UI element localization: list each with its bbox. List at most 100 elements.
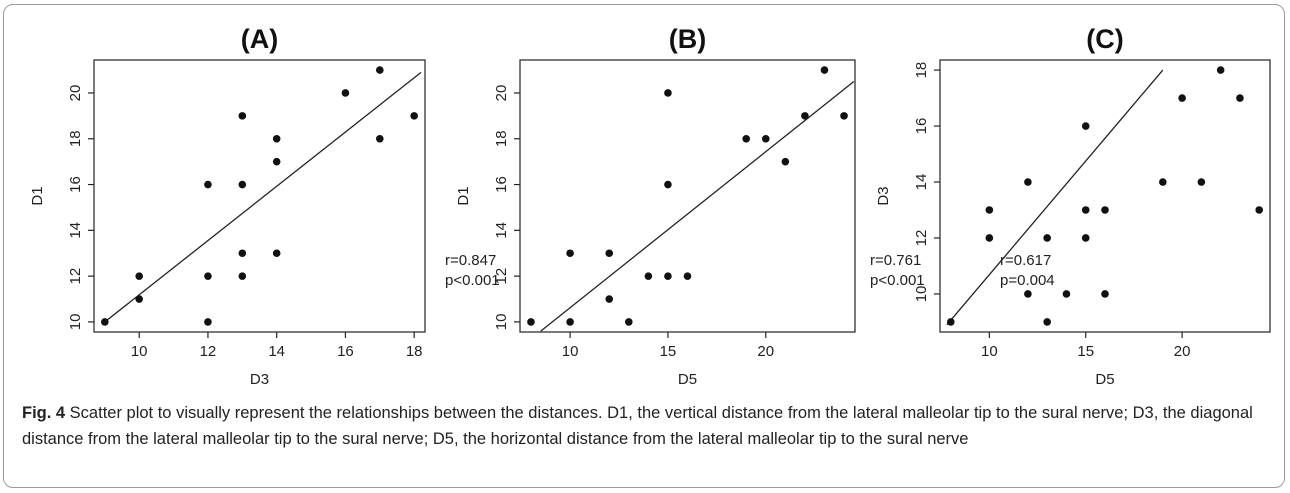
panel-0-x-tick-label: 16 — [337, 343, 354, 360]
panel-0-data-point — [238, 272, 247, 280]
panel-0-data-point — [238, 249, 247, 258]
panel-0-x-tick-label: 12 — [200, 343, 217, 360]
panel-1-stat-annotation: p<0.001 — [870, 272, 925, 289]
panel-2-x-tick-label: 20 — [1174, 343, 1191, 360]
figure-frame — [3, 4, 1285, 488]
panel-0-data-point — [204, 272, 212, 280]
panel-1-x-tick-label: 20 — [757, 343, 774, 360]
panel-2-data-point — [1101, 206, 1109, 214]
panel-0-data-point — [135, 272, 143, 280]
panel-1-y-tick-label: 16 — [493, 176, 510, 193]
panel-1-y-tick-label: 20 — [493, 85, 510, 102]
panel-2-data-point — [1101, 290, 1109, 298]
panel-2-y-tick-label: 10 — [913, 286, 930, 303]
panel-1-data-point — [683, 272, 692, 280]
panel-2-y-axis-label: D3 — [875, 186, 892, 205]
panel-1-data-point — [527, 318, 535, 326]
panel-2-data-point — [1043, 234, 1051, 242]
panel-1-y-tick-label: 10 — [493, 314, 510, 331]
panel-2-x-axis-label: D5 — [1095, 371, 1114, 388]
panel-2-title: (C) — [1086, 24, 1123, 54]
panel-1-data-point — [664, 272, 672, 280]
panel-0-y-tick-label: 14 — [67, 222, 84, 239]
panel-1-y-tick-label: 12 — [493, 268, 510, 285]
panel-1-data-point — [840, 112, 848, 120]
panel-0-data-point — [204, 180, 212, 189]
panel-2-plot-frame — [939, 59, 1271, 333]
panel-1-data-point — [742, 134, 751, 143]
panel-2-stat-annotation: p=0.004 — [1000, 272, 1055, 289]
panel-2-data-point — [1024, 178, 1032, 186]
panel-1-y-tick-label: 14 — [493, 222, 510, 239]
panel-2-x-tick-label: 15 — [1077, 343, 1094, 360]
panel-2-data-point — [985, 234, 994, 242]
panel-1-data-point — [761, 134, 770, 143]
panel-0-x-tick-label: 10 — [131, 343, 148, 360]
panel-0-data-point — [272, 157, 281, 166]
panel-2-data-point — [1216, 66, 1225, 74]
panel-0-data-point — [376, 134, 384, 143]
panel-0-y-tick-label: 12 — [67, 268, 84, 285]
panel-2-y-tick-label: 16 — [913, 118, 930, 135]
panel-2-data-point — [1159, 178, 1167, 186]
panel-2-data-point — [985, 206, 994, 214]
panel-2-y-tick-label: 12 — [913, 230, 930, 247]
panel-1-title: (B) — [669, 24, 706, 54]
panel-0-y-tick-label: 10 — [67, 314, 84, 331]
panel-0-regression-line — [104, 71, 422, 323]
panel-2-data-point — [1081, 234, 1090, 242]
panel-0-title: (A) — [241, 24, 278, 54]
panel-1-data-point — [664, 180, 672, 189]
panel-1-data-point — [781, 157, 790, 166]
panel-2-data-point — [1178, 94, 1186, 102]
panel-2-regression-line — [946, 69, 1164, 326]
panel-0-data-point — [135, 295, 143, 303]
panel-1-data-point — [664, 89, 672, 97]
scatter-plots: (A) 10 12 14 16 18 10 12 14 16 18 20 D3 D1 r=0.847 p<0.… — [29, 24, 1271, 388]
panel-2-data-point — [1081, 206, 1090, 214]
panel-0-plot-frame — [93, 59, 426, 333]
panel-2-data-point — [1043, 318, 1051, 326]
panel-1-data-point — [820, 66, 829, 74]
panel-0-stat-annotation: p<0.001 — [445, 272, 500, 289]
panel-2-data-point — [1081, 122, 1090, 130]
caption-text: Scatter plot to visually represent the r… — [22, 404, 1253, 448]
panel-1-regression-line — [540, 81, 855, 332]
panel-0-data-point — [410, 112, 418, 120]
panel-1-data-point — [605, 249, 614, 258]
panel-0-data-point — [272, 249, 281, 258]
panel-0-data-point — [341, 89, 350, 97]
panel-0-data-point — [238, 180, 247, 189]
panel-0-x-tick-label: 18 — [406, 343, 423, 360]
panel-2-data-point — [1062, 290, 1071, 298]
panel-2-y-tick-label: 14 — [913, 174, 930, 191]
figure-caption: Fig. 4 Scatter plot to visually represen… — [22, 400, 1272, 452]
panel-1-data-point — [801, 112, 809, 120]
panel-2-data-point — [1236, 94, 1244, 102]
panel-1-data-point — [644, 272, 653, 280]
panel-1-y-axis-label: D1 — [455, 186, 472, 205]
panel-0-stat-annotation: r=0.847 — [445, 252, 496, 269]
panel-0-y-axis-label: D1 — [29, 186, 46, 205]
panel-0-y-tick-label: 18 — [67, 130, 84, 147]
panel-0-x-axis-label: D3 — [250, 371, 269, 388]
panel-0-data-point — [101, 318, 109, 326]
panel-2-data-point — [1197, 178, 1206, 186]
panel-2-x-tick-label: 10 — [981, 343, 998, 360]
panel-1-data-point — [624, 318, 633, 326]
panel-0-data-point — [272, 134, 281, 143]
panel-1-x-tick-label: 10 — [562, 343, 579, 360]
panel-2-data-point — [946, 318, 955, 326]
panel-2-data-point — [1255, 206, 1264, 214]
panel-1-data-point — [566, 249, 574, 258]
panel-1-plot-frame — [519, 59, 856, 333]
panel-1-y-tick-label: 18 — [493, 130, 510, 147]
panel-1-data-point — [605, 295, 614, 303]
panel-0-x-tick-label: 14 — [268, 343, 285, 360]
caption-label: Fig. 4 — [22, 404, 66, 422]
panel-2-data-point — [1024, 290, 1032, 298]
panel-0-data-point — [238, 112, 247, 120]
panel-2-stat-annotation: r=0.617 — [1000, 252, 1051, 269]
panel-1-x-axis-label: D5 — [678, 371, 697, 388]
panel-0-data-point — [376, 66, 384, 74]
